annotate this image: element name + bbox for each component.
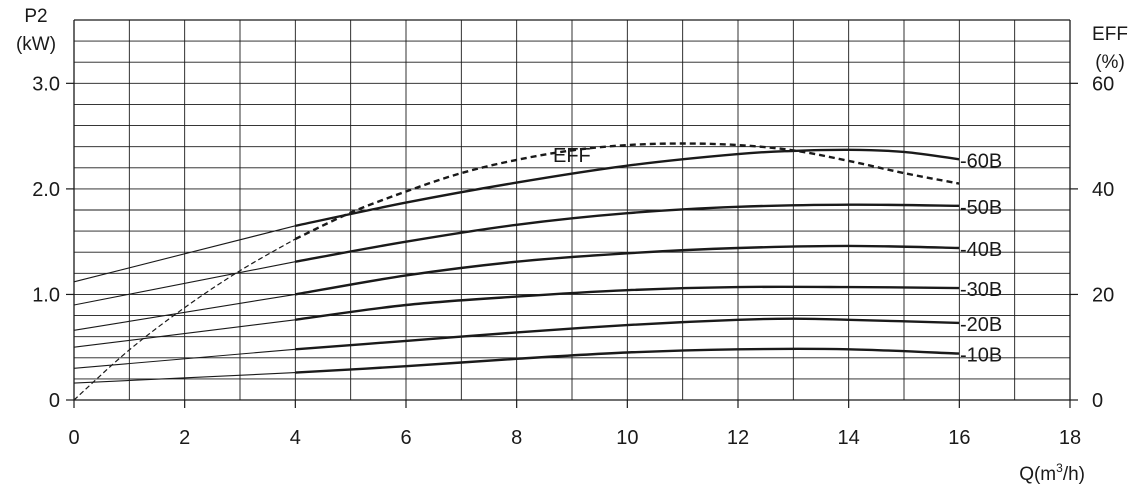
- chart-curve-labels: -60B -50B -40B -30B -20B -10B EFF: [553, 145, 1002, 367]
- x-tick-label: 12: [727, 427, 749, 449]
- curve-10b-thin: [73, 372, 296, 384]
- curve-label-60b: -60B: [960, 150, 1002, 172]
- curve-50b-thin: [73, 261, 296, 306]
- x-axis-title: Q(m3/h): [1019, 461, 1085, 485]
- y-right-axis-title-line1: EFF: [1092, 24, 1128, 45]
- curve-label-eff: EFF: [553, 145, 591, 167]
- curve-20b-thin: [73, 348, 296, 369]
- curve-30b-thin: [73, 319, 296, 348]
- chart-grid: [73, 19, 1071, 401]
- curve-eff-dashed-thin: [73, 238, 296, 401]
- curve-50b-thick: [295, 203, 960, 263]
- curve-20b-thick: [295, 317, 960, 351]
- curve-60b-thick: [295, 148, 960, 227]
- chart-ticks: 0 2 4 6 8 10 12 14 16 18 0 1.0 2.0 3.0 0 20 40 60: [32, 73, 1114, 449]
- y-left-axis-title-line1: P2: [24, 6, 47, 27]
- x-tick-label: 0: [68, 427, 79, 449]
- curve-label-10b: -10B: [960, 345, 1002, 367]
- x-tick-label: 10: [616, 427, 638, 449]
- y-right-axis-title-line2: (%): [1095, 52, 1125, 73]
- x-tick-label: 18: [1059, 427, 1081, 449]
- curve-40b-thick: [295, 244, 960, 296]
- y-left-axis-title-line2: (kW): [16, 34, 56, 55]
- y-right-tick-label: 0: [1092, 390, 1103, 412]
- curve-label-40b: -40B: [960, 239, 1002, 261]
- x-tick-label: 8: [511, 427, 522, 449]
- x-axis-title-suffix: /h): [1063, 464, 1085, 485]
- curve-label-30b: -30B: [960, 279, 1002, 301]
- curve-label-20b: -20B: [960, 314, 1002, 336]
- curve-30b-thick: [295, 285, 960, 321]
- x-axis-title-sup: 3: [1056, 461, 1063, 475]
- chart-curves: [73, 142, 960, 401]
- x-tick-label: 4: [290, 427, 301, 449]
- x-tick-label: 2: [179, 427, 190, 449]
- y-left-tick-label: 2.0: [32, 179, 60, 201]
- y-right-tick-label: 20: [1092, 284, 1114, 306]
- x-tick-label: 16: [948, 427, 970, 449]
- y-right-tick-label: 40: [1092, 179, 1114, 201]
- y-left-tick-label: 0: [49, 390, 60, 412]
- y-right-tick-label: 60: [1092, 73, 1114, 95]
- x-tick-label: 6: [400, 427, 411, 449]
- x-axis-title-prefix: Q(m: [1019, 464, 1056, 485]
- curve-10b-thick: [295, 347, 960, 374]
- curve-label-50b: -50B: [960, 197, 1002, 219]
- curve-eff-dashed-thick: [294, 142, 960, 241]
- y-left-tick-label: 1.0: [32, 284, 60, 306]
- curve-40b-thin: [73, 293, 296, 331]
- x-tick-label: 14: [838, 427, 860, 449]
- y-left-tick-label: 3.0: [32, 73, 60, 95]
- curve-60b-thin: [73, 225, 296, 283]
